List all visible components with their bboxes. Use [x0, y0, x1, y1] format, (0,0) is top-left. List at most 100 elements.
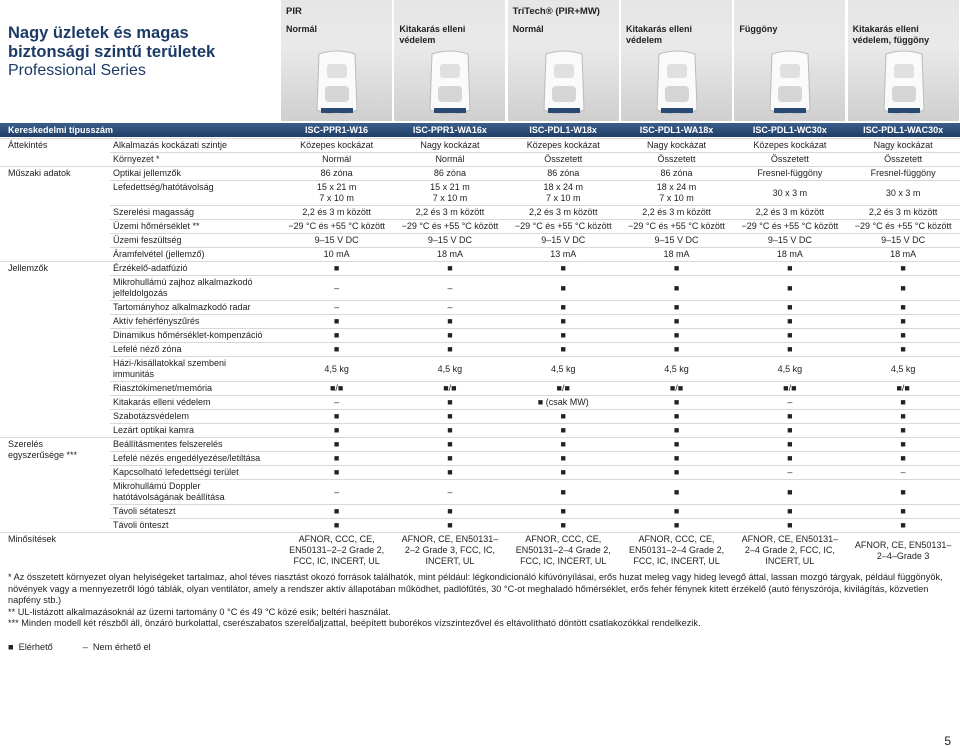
cell: ■: [620, 453, 733, 464]
cell-line: ■: [900, 263, 906, 273]
model-name: ISC‑PDL1‑WAC30x: [863, 125, 944, 135]
cell: ■: [846, 397, 959, 408]
cell-line: ■: [900, 330, 906, 340]
cell-line: ■: [900, 302, 906, 312]
legend-symbol: –: [82, 642, 88, 652]
row-label: Szerelési magasság: [110, 207, 280, 218]
cell: 18 mA: [393, 249, 506, 260]
cell: 9–15 V DC: [507, 235, 620, 246]
cell-line: Összetett: [544, 154, 583, 164]
row-label: Lezárt optikai kamra: [110, 425, 280, 436]
cell: ■: [620, 520, 733, 531]
cell: ■: [393, 263, 506, 274]
cell: ■: [620, 411, 733, 422]
variant-label: Normál: [513, 24, 544, 35]
cell: ■: [393, 316, 506, 327]
cell-line: ■: [447, 425, 453, 435]
cell-line: ■: [560, 282, 566, 293]
cell-line: –: [334, 302, 340, 312]
cell-line: Fresnel-függöny: [870, 168, 936, 178]
cell: Összetett: [733, 154, 846, 165]
cell-line: 18 x 24 m: [656, 182, 697, 192]
cell: ■: [620, 283, 733, 294]
cell: –: [280, 487, 393, 498]
cell-line: 4,5 kg: [777, 363, 803, 374]
label-line: Riasztókimenet/memória: [113, 383, 213, 393]
section-line: Jellemzők: [8, 263, 49, 273]
cell-line: ■: [787, 453, 793, 463]
cell-line: ■/■: [329, 383, 344, 393]
cell-line: FCC, IC, INCERT, UL: [293, 556, 380, 566]
cell-line: ■: [900, 439, 906, 449]
cell-line: ■: [673, 506, 680, 516]
section-label: Műszaki adatok: [8, 168, 108, 179]
spec-table: Áttekintés Alkalmazás kockázati szintje Kö…: [0, 138, 960, 568]
cell-line: ■: [447, 316, 453, 326]
cell-line: 9–15 V DC: [767, 235, 812, 245]
cell: ■: [393, 344, 506, 355]
model-name: ISC‑PPR1‑W16: [304, 125, 368, 135]
cell-line: FCC, IC, INCERT, UL: [520, 556, 607, 566]
cell-line: ■: [333, 411, 340, 421]
cell-line: ■: [560, 330, 566, 340]
table-row: Üzemi feszültség 9–15 V DC 9–15 V DC 9–15 V…: [110, 233, 960, 247]
table-row: Üzemi hőmérséklet ** −29 °C és +55 °C köz…: [110, 219, 960, 233]
cell: ■ (csak MW): [507, 397, 620, 408]
cell: −29 °C és +55 °C között: [280, 221, 393, 232]
cell-line: ■: [673, 302, 680, 312]
cell-line: ■: [673, 439, 680, 449]
cell-line: ■/■: [669, 383, 684, 393]
variant-line: Kitakarás elleni: [852, 24, 919, 34]
cell: ■: [393, 425, 506, 436]
row-label: Mikrohullámú zajhoz alkalmazkodó jelfeldo…: [110, 277, 280, 299]
table-row: Szerelés egyszerűsége *** Beállításmentes …: [0, 437, 960, 460]
cell-line: ■: [673, 263, 680, 273]
label-line: Optikai jellemzők: [113, 168, 182, 178]
cell: Közepes kockázat: [733, 140, 846, 151]
cell: ■: [733, 425, 846, 436]
cell-line: 2–2 Grade 3, FCC, IC,: [404, 545, 495, 555]
cell-line: 15 x 21 m: [316, 182, 357, 192]
variant-line: Kitakarás elleni: [399, 24, 466, 34]
detector-image: [543, 50, 585, 115]
variant-label: Normál: [286, 24, 317, 35]
cell-line: AFNOR, CE, EN50131–: [741, 534, 839, 544]
cell-line: –: [447, 282, 453, 293]
cell: 86 zóna: [620, 168, 733, 179]
cell-line: 4,5 kg: [890, 363, 916, 374]
legend: ■ Elérhető – Nem érhető el: [8, 642, 181, 652]
label-line: Házi-/kisállatokkal szembeni: [113, 358, 227, 368]
cell: ■: [733, 316, 846, 327]
label-line: Érzékelő-adatfúzió: [113, 263, 188, 273]
cell: ■: [620, 302, 733, 313]
model-label: Kereskedelmi típusszám: [8, 125, 114, 135]
cell: ■: [846, 302, 959, 313]
cell-line: 2–4 Grade 2, FCC, IC,: [744, 545, 835, 555]
cell-line: ■: [560, 520, 566, 530]
cell-line: 7 x 10 m: [659, 193, 694, 203]
table-row: Riasztókimenet/memória ■/■ ■/■ ■/■ ■/■ ■/■ ■/■: [110, 381, 960, 395]
cell-line: –: [334, 486, 340, 497]
cell-line: 86 zóna: [660, 168, 693, 178]
cell-line: 9–15 V DC: [314, 235, 359, 245]
footnote: * Az összetett környezet olyan helyisége…: [8, 572, 943, 605]
cell: Fresnel-függöny: [846, 168, 959, 179]
cell-line: ■: [333, 467, 340, 477]
cell-line: ■: [560, 467, 566, 477]
cell: 9–15 V DC: [733, 235, 846, 246]
cell-line: ■: [900, 520, 906, 530]
cell: ■: [620, 439, 733, 450]
cell-line: 18 mA: [436, 249, 463, 259]
cell: 4,5 kg: [507, 364, 620, 375]
cell-line: ■: [447, 506, 453, 516]
cell: AFNOR, CE, EN50131– 2–2 Grade 3, FCC, IC,…: [393, 534, 506, 567]
cell: 18 mA: [620, 249, 733, 260]
cell: 4,5 kg: [846, 364, 959, 375]
cell-line: −29 °C és +55 °C között: [854, 221, 952, 231]
label-line: Üzemi feszültség: [113, 235, 182, 245]
cell-line: ■: [560, 506, 566, 516]
cell-line: 86 zóna: [320, 168, 353, 178]
label-line: Környezet *: [113, 154, 160, 164]
cell: ■/■: [393, 383, 506, 394]
